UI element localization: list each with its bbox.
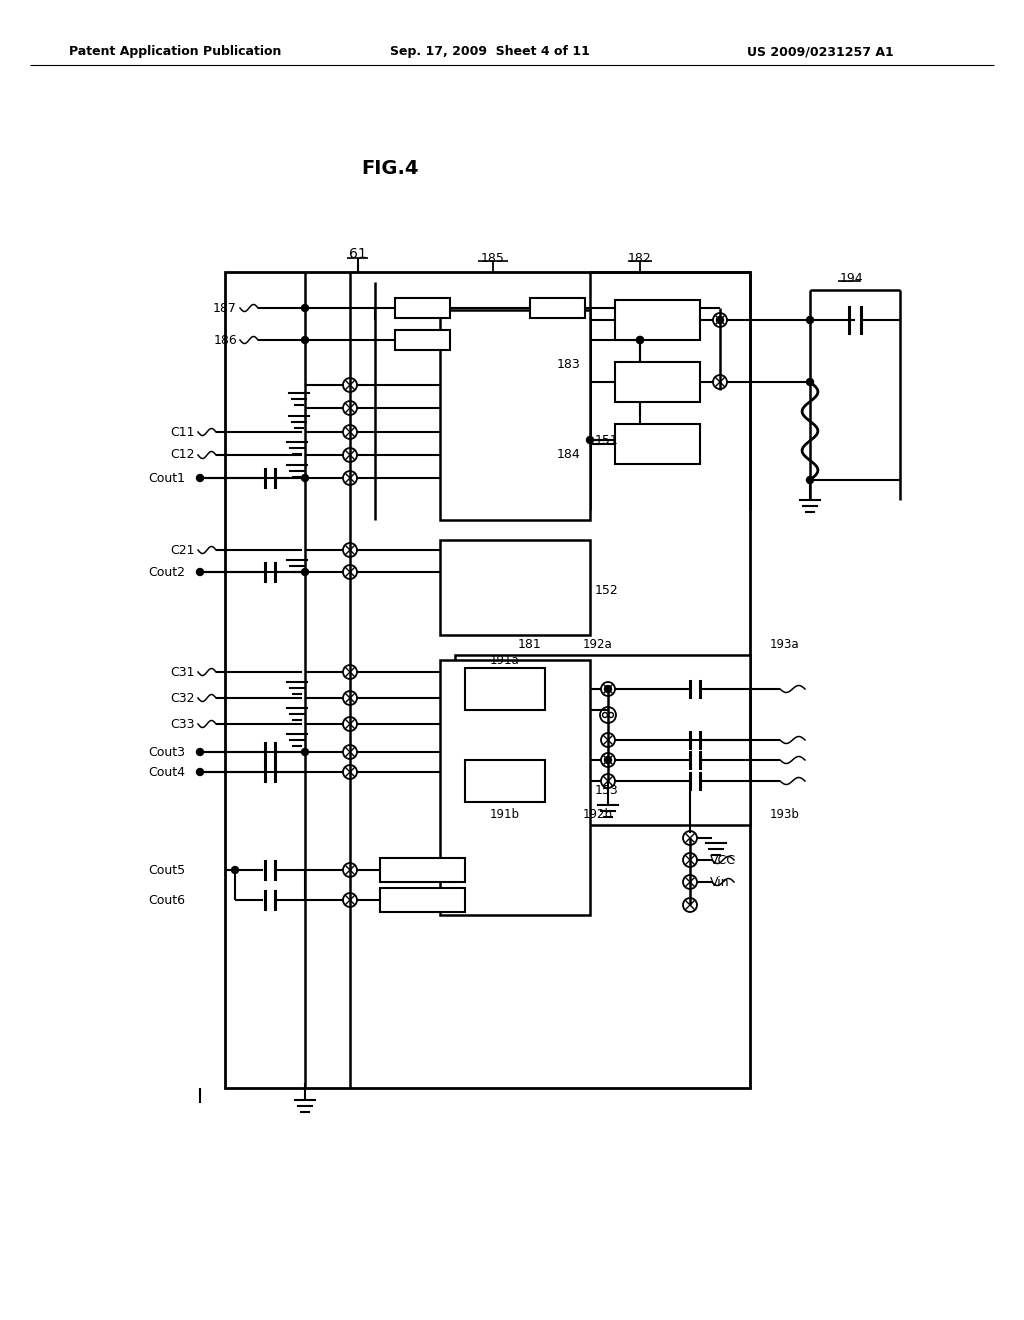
Circle shape [637, 337, 643, 343]
Circle shape [231, 866, 239, 874]
Bar [615, 362, 700, 403]
Text: 193a: 193a [770, 639, 800, 652]
Text: Patent Application Publication: Patent Application Publication [69, 45, 282, 58]
Text: 192a: 192a [583, 639, 613, 652]
Text: Vin: Vin [710, 875, 730, 888]
Text: C21: C21 [171, 544, 195, 557]
Text: Cout5: Cout5 [147, 863, 185, 876]
Text: C12: C12 [171, 449, 195, 462]
Circle shape [604, 685, 611, 693]
Bar [455, 655, 750, 825]
Bar [615, 424, 700, 465]
Circle shape [807, 477, 813, 483]
Circle shape [197, 569, 204, 576]
Text: Cout1: Cout1 [148, 471, 185, 484]
Circle shape [301, 569, 308, 576]
Text: 184: 184 [556, 449, 580, 462]
Bar [530, 298, 585, 318]
Text: 191a: 191a [490, 653, 520, 667]
Text: 152: 152 [595, 583, 618, 597]
Bar [465, 760, 545, 803]
Circle shape [637, 337, 643, 343]
Circle shape [807, 317, 813, 323]
Circle shape [301, 305, 308, 312]
Bar [615, 300, 700, 341]
Bar [380, 888, 465, 912]
Bar [440, 310, 590, 520]
Circle shape [717, 317, 724, 323]
Text: 194: 194 [840, 272, 863, 285]
Text: US 2009/0231257 A1: US 2009/0231257 A1 [746, 45, 893, 58]
Text: 151: 151 [595, 433, 618, 446]
Bar [440, 540, 590, 635]
Text: 61: 61 [349, 247, 367, 261]
Text: C31: C31 [171, 665, 195, 678]
Text: C33: C33 [171, 718, 195, 730]
Bar [395, 330, 450, 350]
Circle shape [807, 379, 813, 385]
Bar [465, 668, 545, 710]
Text: 182: 182 [628, 252, 652, 264]
Text: 191b: 191b [490, 808, 520, 821]
Text: VCC: VCC [710, 854, 736, 866]
Text: Cout6: Cout6 [148, 894, 185, 907]
Circle shape [587, 437, 594, 444]
Text: 187: 187 [213, 301, 237, 314]
Circle shape [197, 474, 204, 482]
Bar [380, 858, 465, 882]
Text: 183: 183 [556, 359, 580, 371]
Bar [395, 298, 450, 318]
Circle shape [604, 756, 611, 763]
Text: C32: C32 [171, 692, 195, 705]
Text: Cout2: Cout2 [148, 565, 185, 578]
Circle shape [197, 768, 204, 776]
Text: 193b: 193b [770, 808, 800, 821]
Text: 181: 181 [518, 639, 542, 652]
Circle shape [301, 474, 308, 482]
Text: Cout3: Cout3 [148, 746, 185, 759]
Circle shape [301, 337, 308, 343]
Text: Sep. 17, 2009  Sheet 4 of 11: Sep. 17, 2009 Sheet 4 of 11 [390, 45, 590, 58]
Text: 185: 185 [481, 252, 505, 264]
Text: 186: 186 [213, 334, 237, 346]
Circle shape [301, 748, 308, 755]
Bar [225, 272, 750, 1088]
Text: 192b: 192b [583, 808, 613, 821]
Bar [440, 660, 590, 915]
Circle shape [197, 748, 204, 755]
Text: Cout4: Cout4 [148, 766, 185, 779]
Text: C11: C11 [171, 425, 195, 438]
Text: 153: 153 [595, 784, 618, 796]
Text: FIG.4: FIG.4 [361, 158, 419, 177]
